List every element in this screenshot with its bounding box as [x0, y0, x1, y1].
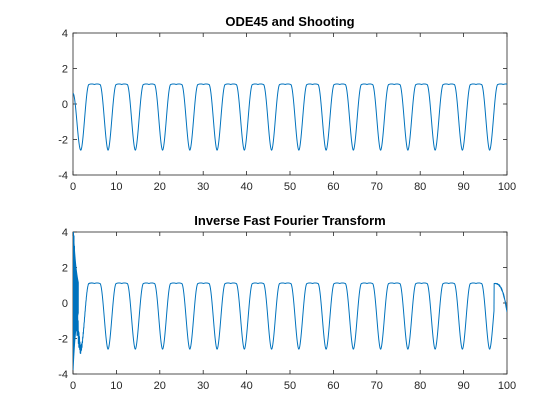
x-tick-label: 30	[197, 181, 209, 193]
x-tick-label: 0	[70, 380, 76, 392]
plot-area	[72, 32, 508, 176]
y-tick-label: 2	[62, 263, 68, 275]
y-tick-label: -4	[58, 170, 68, 182]
x-tick-label: 20	[154, 380, 166, 392]
x-tick-label: 40	[240, 380, 252, 392]
tick-labels: 0 10 20 30 40 50 60 70 80 90 100 -4 -2 0 2 4	[58, 227, 516, 392]
x-tick-label: 80	[414, 380, 426, 392]
y-tick-label: -2	[58, 334, 68, 346]
x-tick-label: 30	[197, 380, 209, 392]
x-tick-label: 60	[327, 181, 339, 193]
series-line	[73, 83, 507, 151]
x-tick-label: 90	[457, 181, 469, 193]
x-tick-label: 70	[371, 181, 383, 193]
y-tick-label: -4	[58, 369, 68, 381]
ticks	[72, 32, 508, 176]
axes-ode45-shooting: ODE45 and Shooting 0 10 20 30 40 50 60 70 80 90 10…	[58, 14, 516, 193]
x-tick-label: 60	[327, 380, 339, 392]
chart-title: ODE45 and Shooting	[225, 14, 354, 29]
x-tick-label: 10	[110, 380, 122, 392]
chart-title: Inverse Fast Fourier Transform	[194, 213, 385, 228]
y-tick-label: 0	[62, 99, 68, 111]
x-tick-label: 10	[110, 181, 122, 193]
y-tick-label: 4	[62, 227, 68, 239]
x-tick-label: 80	[414, 181, 426, 193]
x-tick-label: 100	[498, 380, 516, 392]
y-tick-label: -2	[58, 135, 68, 147]
x-tick-label: 40	[240, 181, 252, 193]
y-tick-label: 0	[62, 298, 68, 310]
x-tick-label: 50	[284, 380, 296, 392]
series-line	[73, 232, 507, 371]
plot-area	[72, 231, 508, 375]
x-tick-label: 70	[371, 380, 383, 392]
x-tick-label: 0	[70, 181, 76, 193]
axes-inverse-fft: Inverse Fast Fourier Transform 0 10 20 30 40…	[58, 213, 516, 392]
x-tick-label: 20	[154, 181, 166, 193]
x-tick-label: 100	[498, 181, 516, 193]
tick-labels: 0 10 20 30 40 50 60 70 80 90 100 -4 -2 0 2 4	[58, 28, 516, 193]
x-tick-label: 90	[457, 380, 469, 392]
y-tick-label: 4	[62, 28, 68, 40]
x-tick-label: 50	[284, 181, 296, 193]
y-tick-label: 2	[62, 64, 68, 76]
